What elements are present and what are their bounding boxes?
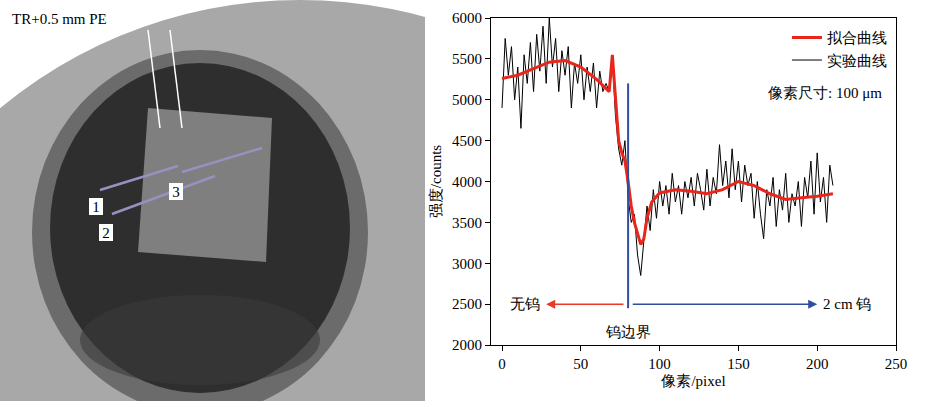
svg-text:250: 250 — [885, 356, 908, 372]
svg-text:6000: 6000 — [452, 10, 482, 26]
svg-text:3: 3 — [172, 184, 180, 200]
svg-text:像素尺寸: 100 μm: 像素尺寸: 100 μm — [768, 85, 882, 101]
svg-text:4500: 4500 — [452, 133, 482, 149]
svg-text:3500: 3500 — [452, 215, 482, 231]
svg-text:5500: 5500 — [452, 51, 482, 67]
svg-text:TR+0.5 mm PE: TR+0.5 mm PE — [12, 11, 107, 27]
svg-text:像素/pixel: 像素/pixel — [661, 373, 725, 389]
svg-text:50: 50 — [573, 356, 588, 372]
svg-text:无钨: 无钨 — [510, 296, 540, 312]
svg-text:5000: 5000 — [452, 92, 482, 108]
svg-text:拟合曲线: 拟合曲线 — [827, 30, 887, 46]
svg-text:2: 2 — [102, 225, 110, 241]
svg-text:200: 200 — [806, 356, 829, 372]
svg-text:强度/counts: 强度/counts — [428, 145, 444, 218]
svg-text:100: 100 — [648, 356, 671, 372]
svg-text:实验曲线: 实验曲线 — [827, 53, 887, 69]
svg-text:1: 1 — [92, 199, 100, 215]
svg-text:2000: 2000 — [452, 337, 482, 353]
svg-text:150: 150 — [727, 356, 750, 372]
svg-text:4000: 4000 — [452, 174, 482, 190]
svg-text:0: 0 — [498, 356, 506, 372]
svg-text:钨边界: 钨边界 — [605, 324, 651, 340]
svg-text:2 cm 钨: 2 cm 钨 — [823, 296, 871, 312]
svg-text:3000: 3000 — [452, 256, 482, 272]
svg-text:2500: 2500 — [452, 296, 482, 312]
